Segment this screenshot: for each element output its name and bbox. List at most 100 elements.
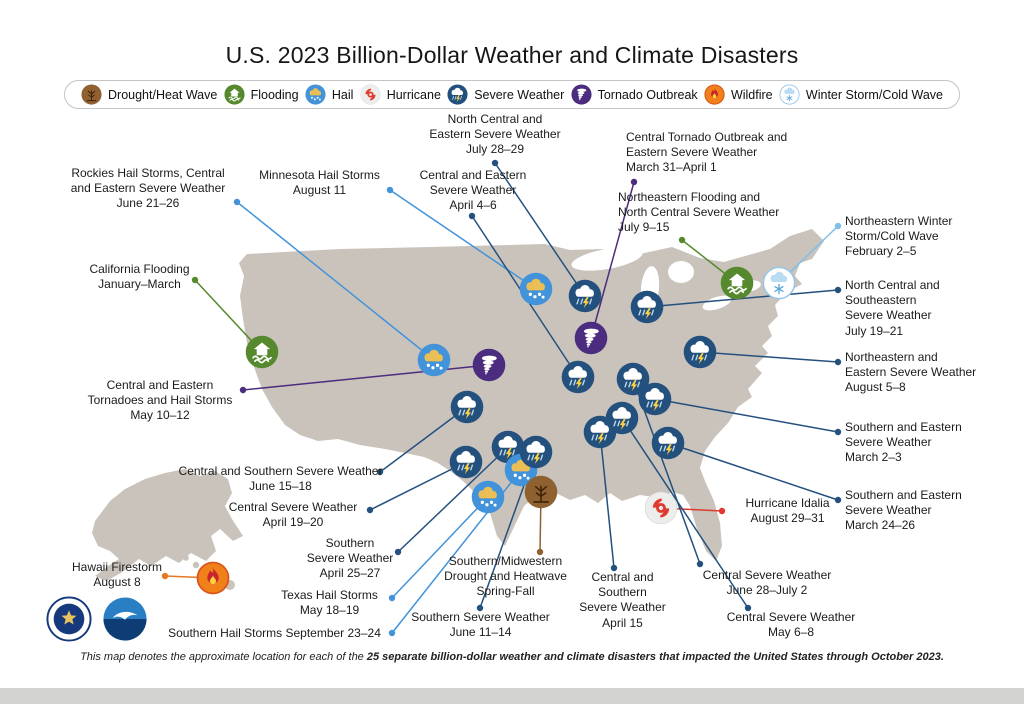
wildfire-icon [196,561,230,595]
disaster-marker-severe [450,390,484,424]
disaster-label: California Flooding January–March [89,262,190,292]
label-dot [394,548,402,556]
legend-bar: Drought/Heat Wave Flooding Hail Hurricane Se… [64,80,960,109]
legend-item-flooding: Flooding [224,84,299,105]
severe-icon [616,362,650,396]
disaster-marker-hurricane [644,491,678,525]
disaster-marker-flooding [720,266,754,300]
leader-line [379,406,468,473]
disaster-marker-hail [519,272,553,306]
severe-icon [568,279,602,313]
legend-label: Wildfire [730,87,773,102]
legend-item-drought: Drought/Heat Wave [81,84,217,105]
leader-line [194,279,263,353]
label-dot [476,604,484,612]
legend-item-tornado: Tornado Outbreak [571,84,698,105]
hurricane-icon [644,491,678,525]
disaster-marker-severe [491,430,525,464]
disaster-marker-wildfire [196,561,230,595]
disaster-marker-tornado [574,321,608,355]
flooding-icon [720,266,754,300]
leader-line [667,442,839,501]
disaster-marker-flooding [245,335,279,369]
disaster-marker-severe [630,290,664,324]
disaster-marker-severe [561,360,595,394]
severe-icon [491,430,525,464]
label-dot [468,212,476,220]
legend-item-hurricane: Hurricane [360,84,441,105]
footnote-prefix: This map denotes the approximate locatio… [80,651,367,663]
label-dot [744,604,752,612]
severe-icon [519,435,553,469]
label-dot [388,629,396,637]
leader-line [590,181,635,339]
leader-line [699,351,839,363]
legend-label: Hurricane [386,87,441,102]
leader-line [389,189,537,290]
disaster-label: Central Severe Weather April 19–20 [228,500,358,530]
leader-line [494,162,586,297]
legend-item-wildfire: Wildfire [704,84,773,105]
severe-icon [449,445,483,479]
leader-line [236,201,435,361]
disaster-label: Hurricane Idalia August 29–31 [745,496,830,526]
label-dot [386,186,394,194]
leader-line [599,431,615,569]
severe-icon [651,426,685,460]
label-dot [376,468,384,476]
label-dot [696,560,704,568]
label-dot [678,236,686,244]
disaster-marker-drought [524,475,558,509]
label-dot [834,428,842,436]
severe-icon [605,401,639,435]
disaster-label: North Central and Southeastern Severe Weat… [845,278,940,338]
label-dot [834,222,842,230]
legend-label: Severe Weather [474,87,565,102]
disaster-label: Southern Severe Weather April 25–27 [306,536,394,581]
disaster-marker-winter [762,266,796,300]
disaster-marker-tornado [472,348,506,382]
legend-label: Hail [331,87,354,102]
commerce-seal-logo [46,596,92,642]
disaster-label: Central and Southern Severe Weather April 1… [579,570,666,630]
disaster-label: Southern and Eastern Severe Weather March … [845,488,962,533]
disaster-label: Northeastern Winter Storm/Cold Wave Februa… [845,214,953,259]
severe-icon [638,382,672,416]
drought-icon [524,475,558,509]
disaster-label: Minnesota Hail Storms August 11 [259,168,380,198]
leader-line [369,461,467,511]
label-dot [718,507,726,515]
disaster-marker-severe [683,335,717,369]
label-dot [630,178,638,186]
label-dot [191,276,199,284]
disaster-label: Central and Southern Severe Weather June … [178,464,383,494]
disaster-label: Central Tornado Outbreak and Eastern Seve… [626,130,788,175]
leader-line [654,398,839,433]
hurricane-icon [360,84,381,105]
legend-label: Tornado Outbreak [597,87,698,102]
leader-line [621,417,749,609]
severe-icon [447,84,468,105]
disaster-label: Southern and Eastern Severe Weather March … [845,420,962,465]
disaster-marker-severe [568,279,602,313]
legend-item-hail: Hail [305,84,354,105]
wildfire-icon [704,84,725,105]
label-dot [610,564,618,572]
hail-icon [519,272,553,306]
disaster-label: Southern Severe Weather June 11–14 [411,610,550,640]
legend-label: Winter Storm/Cold Wave [805,87,943,102]
legend-item-severe: Severe Weather [447,84,564,105]
label-dot [834,358,842,366]
footnote: This map denotes the approximate locatio… [0,651,1024,663]
disaster-marker-hail [417,343,451,377]
leader-line [397,446,509,553]
drought-icon [81,84,102,105]
disaster-label: Central Severe Weather June 28–July 2 [702,568,832,598]
label-dot [161,572,169,580]
disaster-marker-severe [616,362,650,396]
noaa-logo [102,596,148,642]
disaster-label: Central Severe Weather May 6–8 [726,610,856,640]
disaster-label: Texas Hail Storms May 18–19 [281,588,378,618]
